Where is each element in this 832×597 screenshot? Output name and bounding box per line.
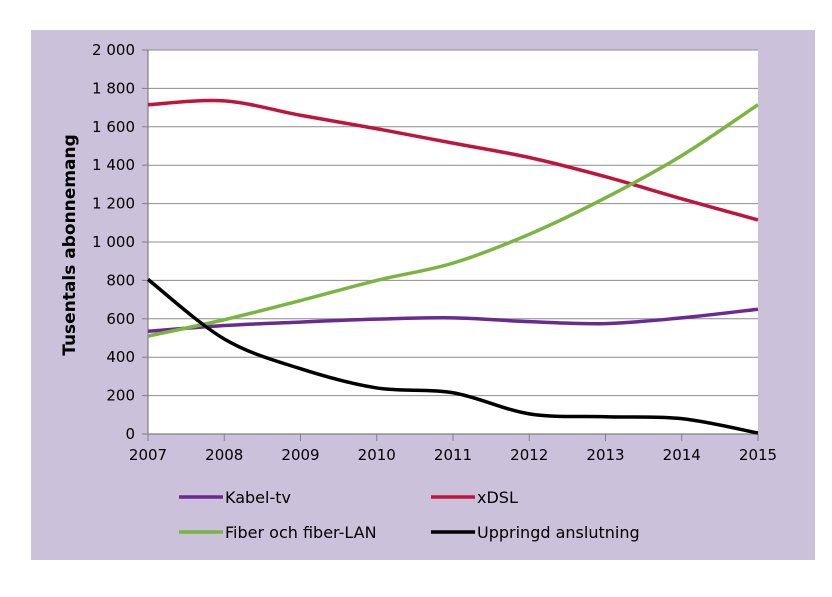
y-tick-label: 1 200 bbox=[92, 195, 135, 213]
series-lines bbox=[146, 98, 759, 435]
y-tick-label: 1 800 bbox=[92, 79, 135, 97]
legend-item-fiber-och-fiber-lan: Fiber och fiber-LAN bbox=[179, 523, 377, 542]
y-tick-label: 600 bbox=[106, 310, 135, 328]
x-axis-tick-labels: 2007 2008 2009 2010 2011 2012 2013 2014 2015 bbox=[129, 446, 777, 464]
legend-item-xdsl: xDSL bbox=[431, 488, 518, 507]
legend-label: Fiber och fiber-LAN bbox=[225, 523, 377, 542]
y-tick-label: 1 000 bbox=[92, 233, 135, 251]
legend-label: xDSL bbox=[477, 488, 518, 507]
chart-panel: 0 200 400 600 800 1 000 1 200 1 400 1 600 1 800 2 … bbox=[31, 30, 815, 560]
legend-label: Uppringd anslutning bbox=[477, 523, 640, 542]
y-tick-label: 2 000 bbox=[92, 41, 135, 59]
x-tick-label: 2008 bbox=[205, 446, 243, 464]
axes bbox=[142, 49, 759, 441]
y-axis-tick-labels: 0 200 400 600 800 1 000 1 200 1 400 1 600 1 800 2 … bbox=[92, 41, 135, 443]
y-tick-label: 800 bbox=[106, 271, 135, 289]
line-chart: 0 200 400 600 800 1 000 1 200 1 400 1 600 1 800 2 … bbox=[60, 41, 777, 542]
x-tick-label: 2015 bbox=[739, 446, 777, 464]
series-line-kabel-tv bbox=[147, 307, 759, 334]
y-tick-label: 400 bbox=[106, 348, 135, 366]
grid-lines bbox=[148, 49, 758, 434]
x-tick-label: 2011 bbox=[434, 446, 472, 464]
x-tick-label: 2014 bbox=[663, 446, 701, 464]
x-tick-label: 2012 bbox=[510, 446, 548, 464]
legend-label: Kabel-tv bbox=[225, 488, 291, 507]
x-tick-label: 2007 bbox=[129, 446, 167, 464]
legend-item-kabel-tv: Kabel-tv bbox=[179, 488, 291, 507]
series-line-fiber-och-fiber-lan bbox=[147, 103, 759, 338]
y-tick-label: 1 400 bbox=[92, 156, 135, 174]
y-tick-label: 0 bbox=[125, 425, 135, 443]
series-line-xdsl bbox=[147, 98, 759, 222]
legend: Kabel-tv xDSL Fiber och fiber-LAN Uppringd … bbox=[179, 488, 640, 542]
legend-item-uppringd-anslutning: Uppringd anslutning bbox=[431, 523, 640, 542]
y-tick-label: 1 600 bbox=[92, 118, 135, 136]
series-line-uppringd-anslutning bbox=[146, 278, 759, 435]
x-tick-label: 2010 bbox=[358, 446, 396, 464]
y-tick-label: 200 bbox=[106, 387, 135, 405]
x-tick-label: 2009 bbox=[281, 446, 319, 464]
x-tick-label: 2013 bbox=[586, 446, 624, 464]
y-axis-title: Tusentals abonnemang bbox=[60, 134, 80, 356]
